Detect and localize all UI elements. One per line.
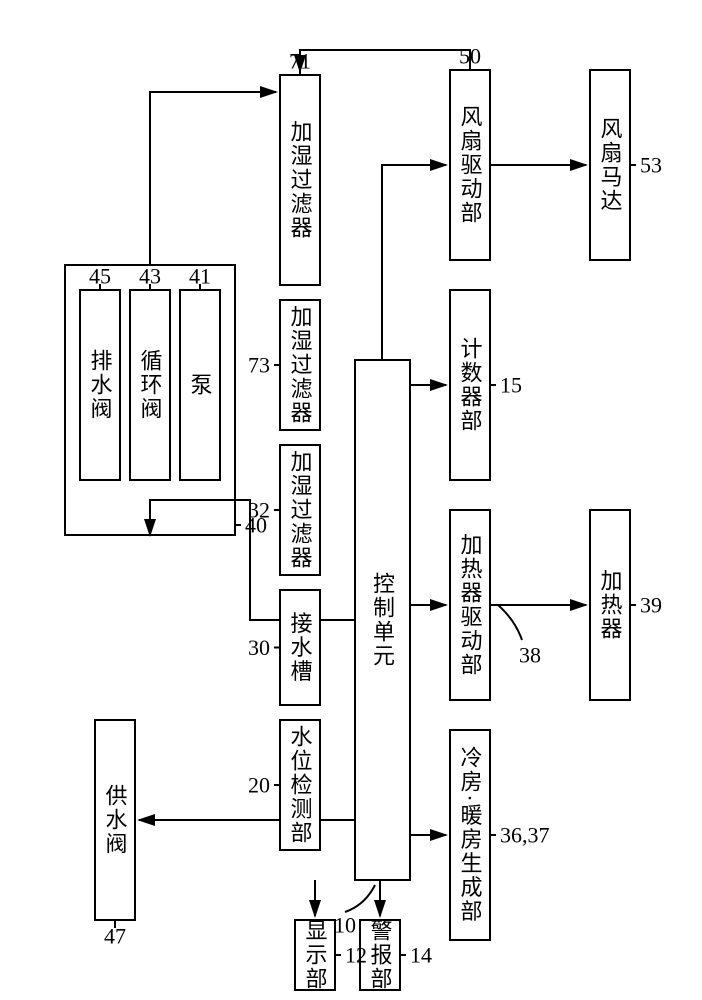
hum_filter_32-label: 加湿过滤器	[288, 450, 313, 570]
leader-num-1: 38	[519, 643, 541, 668]
pump-num: 41	[189, 264, 211, 289]
hum_filter_32-num: 32	[248, 498, 270, 523]
display-label: 显示部	[303, 919, 328, 991]
counter-label: 计数器部	[458, 337, 483, 433]
hum_filter_73-label: 加湿过滤器	[288, 305, 313, 425]
fan_motor-num: 53	[640, 153, 662, 178]
circ_valve-num: 43	[139, 264, 161, 289]
diagram-canvas: 排水阀循环阀泵供水阀加湿过滤器加湿过滤器加湿过滤器接水槽水位检测部控制单元显示部…	[0, 0, 702, 1000]
fan_driver-num: 50	[459, 44, 481, 69]
alarm-label: 警报部	[368, 919, 393, 991]
heater_driver-label: 加热器驱动部	[458, 533, 483, 677]
supply_valve-label: 供水阀	[103, 784, 128, 856]
conn-1	[300, 50, 470, 71]
fan_motor-label: 风扇马达	[598, 117, 623, 213]
water_tray-num: 30	[248, 635, 270, 660]
pump-label: 泵	[188, 373, 213, 397]
leader-num-0: 10	[334, 913, 356, 938]
counter-num: 15	[500, 373, 522, 398]
water_level-label: 水位检测部	[288, 725, 313, 845]
display-num: 12	[345, 943, 367, 968]
fan_driver-label: 风扇驱动部	[458, 105, 483, 225]
circ_valve-label: 循环阀	[138, 349, 163, 421]
hum_filter_71-label: 加湿过滤器	[288, 120, 313, 240]
water_tray-label: 接水槽	[288, 612, 313, 684]
conn-0	[150, 92, 276, 265]
heater-num: 39	[640, 593, 662, 618]
heater-label: 加热器	[598, 569, 623, 641]
water_level-num: 20	[248, 773, 270, 798]
cool_heat-label: 冷房·暖房生成部	[458, 746, 483, 923]
hum_filter_73-num: 73	[248, 353, 270, 378]
drain_valve-label: 排水阀	[88, 349, 113, 421]
alarm-num: 14	[410, 943, 432, 968]
control_unit-label: 控制单元	[370, 572, 395, 668]
hum_filter_71-num: 71	[289, 49, 311, 74]
conn-2	[382, 165, 446, 360]
supply_valve-num: 47	[104, 924, 126, 949]
drain_valve-num: 45	[89, 264, 111, 289]
leader-curve-0	[345, 885, 375, 912]
leader-curve-1	[498, 605, 522, 640]
cool_heat-num: 36,37	[500, 823, 550, 848]
